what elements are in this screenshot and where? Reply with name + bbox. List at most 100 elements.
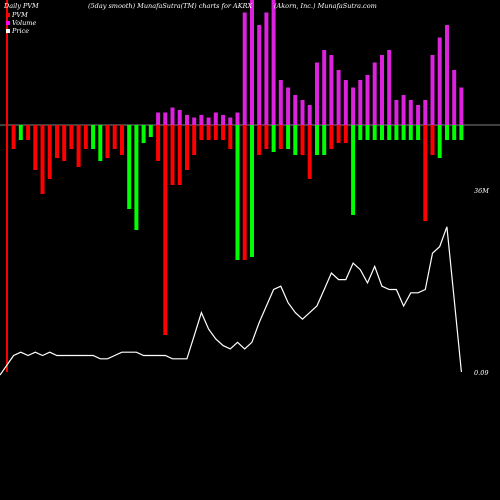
volume-bar — [264, 12, 269, 125]
volume-bar — [343, 80, 348, 125]
volume-bar — [300, 100, 305, 125]
volume-bar — [459, 87, 464, 125]
volume-bar — [250, 0, 254, 125]
pvm-bar — [250, 125, 254, 257]
volume-bar — [185, 115, 189, 125]
pvm-bar — [351, 125, 356, 215]
volume-bar — [199, 115, 204, 125]
volume-bar — [430, 55, 435, 125]
volume-bar — [228, 117, 233, 125]
pvm-bar — [445, 125, 449, 140]
pvm-bar — [387, 125, 392, 140]
pvm-bar — [192, 125, 197, 155]
pvm-bar — [372, 125, 377, 140]
pvm-bar — [199, 125, 204, 140]
pvm-bar — [69, 125, 74, 149]
volume-bar — [156, 112, 161, 125]
pvm-bar — [127, 125, 132, 209]
pvm-bar — [91, 125, 96, 149]
legend-volume-label: Volume — [12, 19, 37, 27]
volume-bar — [380, 55, 384, 125]
pvm-bar — [206, 125, 211, 140]
volume-bar — [293, 95, 298, 125]
pvm-bar — [336, 125, 341, 143]
volume-bar — [278, 80, 283, 125]
volume-level-label: 36M — [474, 187, 489, 195]
pvm-bar — [148, 125, 153, 137]
volume-bar — [235, 112, 240, 125]
volume-bar — [271, 0, 276, 125]
pvm-bar — [18, 125, 23, 140]
pvm-bar — [242, 125, 247, 260]
volume-bar — [401, 95, 406, 125]
pvm-bar — [33, 125, 38, 170]
pvm-bar — [408, 125, 413, 140]
pvm-bar — [112, 125, 117, 149]
pvm-bar — [40, 125, 45, 194]
volume-bar — [358, 80, 363, 125]
pvm-bar — [437, 125, 442, 158]
pvm-bar — [423, 125, 428, 221]
volume-bar — [213, 112, 218, 125]
volume-bar — [286, 87, 291, 125]
legend-volume: Volume — [6, 19, 36, 27]
pvm-bar — [286, 125, 291, 149]
price-level-label: 0.09 — [474, 369, 489, 377]
volume-bar — [437, 37, 442, 125]
pvm-bar — [55, 125, 59, 158]
volume-bar — [329, 55, 334, 125]
volume-bar — [163, 112, 168, 125]
header-title: (5day smooth) MunafaSutra(TM) charts for… — [88, 2, 253, 10]
pvm-bar — [307, 125, 312, 179]
volume-bar — [365, 75, 370, 125]
pvm-bar — [83, 125, 88, 149]
pvm-bar — [452, 125, 457, 140]
pvm-bar — [105, 125, 110, 158]
pvm-bar — [358, 125, 363, 140]
pvm-bar — [134, 125, 139, 230]
pvm-bar — [300, 125, 305, 155]
pvm-bar — [185, 125, 189, 170]
pvm-bar — [343, 125, 348, 143]
volume-bar — [408, 100, 413, 125]
pvm-bar — [380, 125, 384, 140]
pvm-bar — [315, 125, 319, 155]
header-left: Daily PVM — [4, 2, 39, 10]
volume-bars — [156, 0, 464, 125]
pvm-bar — [141, 125, 146, 143]
legend-price-label: Price — [12, 27, 30, 35]
pvm-bar — [365, 125, 370, 140]
volume-bar — [322, 50, 327, 125]
volume-bar — [336, 70, 341, 125]
pvm-bar — [26, 125, 31, 140]
pvm-bar — [278, 125, 283, 149]
volume-bar — [177, 110, 182, 125]
volume-bar — [307, 105, 312, 125]
volume-bar — [394, 100, 399, 125]
pvm-bar — [62, 125, 67, 161]
volume-bar — [242, 12, 247, 125]
pvm-bar — [401, 125, 406, 140]
legend-pvm-label: PVM — [12, 11, 28, 19]
pvm-bar — [257, 125, 262, 155]
pvm-bar — [177, 125, 182, 185]
volume-bar — [452, 70, 457, 125]
volume-bar — [315, 62, 319, 125]
pvm-bar — [47, 125, 52, 179]
volume-bar — [192, 117, 197, 125]
pvm-bar — [459, 125, 464, 140]
pvm-bar — [213, 125, 218, 140]
volume-bar — [257, 25, 262, 125]
pvm-bar — [120, 125, 124, 155]
volume-bar — [423, 100, 428, 125]
legend-pvm: PVM — [6, 11, 28, 19]
pvm-bar — [228, 125, 233, 149]
volume-bar — [170, 107, 175, 125]
pvm-bars — [11, 125, 464, 335]
pvm-bar — [98, 125, 103, 161]
pvm-bar — [170, 125, 175, 185]
legend-price-swatch — [6, 29, 10, 33]
pvm-bar — [293, 125, 298, 155]
